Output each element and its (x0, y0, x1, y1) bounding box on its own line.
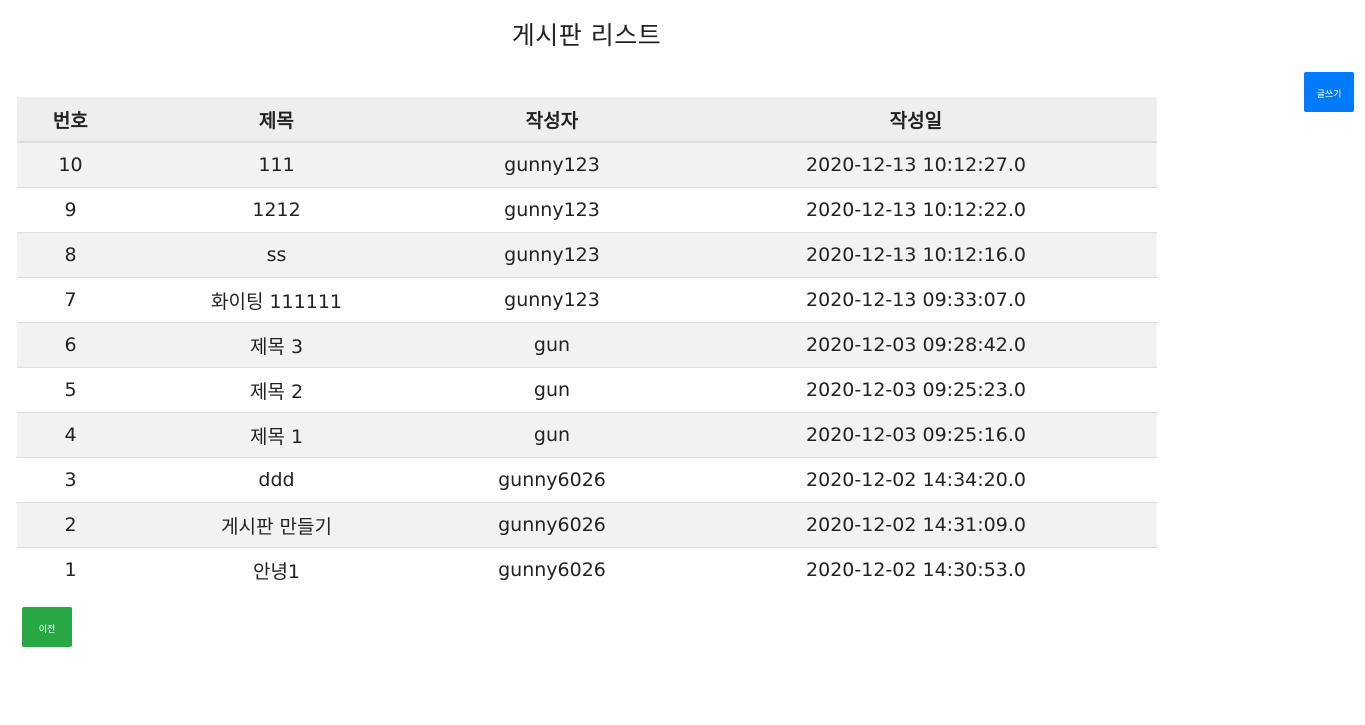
cell-author: gunny123 (429, 277, 675, 323)
header-number: 번호 (17, 97, 124, 143)
cell-title-link[interactable]: 화이팅 111111 (124, 277, 429, 323)
cell-date: 2020-12-13 10:12:16.0 (675, 232, 1157, 278)
cell-title-link[interactable]: 111 (124, 141, 429, 188)
cell-number: 4 (17, 412, 124, 458)
board-table: 번호 제목 작성자 작성일 10 111 gunny123 2020-12-13… (17, 97, 1157, 592)
cell-number: 6 (17, 322, 124, 368)
table-row[interactable]: 1 안녕1 gunny6026 2020-12-02 14:30:53.0 (17, 547, 1157, 592)
prev-page-button[interactable]: 이전 (22, 607, 72, 647)
header-date: 작성일 (675, 97, 1157, 143)
cell-date: 2020-12-03 09:28:42.0 (675, 322, 1157, 368)
header-author: 작성자 (429, 97, 675, 143)
table-row[interactable]: 7 화이팅 111111 gunny123 2020-12-13 09:33:0… (17, 277, 1157, 323)
cell-date: 2020-12-13 10:12:27.0 (675, 141, 1157, 188)
cell-date: 2020-12-02 14:34:20.0 (675, 457, 1157, 503)
cell-title-link[interactable]: ddd (124, 457, 429, 503)
table-row[interactable]: 6 제목 3 gun 2020-12-03 09:28:42.0 (17, 322, 1157, 368)
cell-date: 2020-12-03 09:25:16.0 (675, 412, 1157, 458)
cell-title-link[interactable]: 안녕1 (124, 547, 429, 592)
cell-number: 10 (17, 141, 124, 188)
cell-author: gunny123 (429, 187, 675, 233)
header-title: 제목 (124, 97, 429, 143)
cell-author: gun (429, 367, 675, 413)
table-row[interactable]: 8 ss gunny123 2020-12-13 10:12:16.0 (17, 232, 1157, 278)
cell-date: 2020-12-02 14:30:53.0 (675, 547, 1157, 592)
cell-number: 8 (17, 232, 124, 278)
cell-number: 7 (17, 277, 124, 323)
table-row[interactable]: 4 제목 1 gun 2020-12-03 09:25:16.0 (17, 412, 1157, 458)
table-row[interactable]: 5 제목 2 gun 2020-12-03 09:25:23.0 (17, 367, 1157, 413)
cell-title-link[interactable]: 게시판 만들기 (124, 502, 429, 548)
cell-date: 2020-12-13 10:12:22.0 (675, 187, 1157, 233)
cell-author: gunny6026 (429, 502, 675, 548)
cell-number: 2 (17, 502, 124, 548)
cell-title-link[interactable]: 1212 (124, 187, 429, 233)
table-header-row: 번호 제목 작성자 작성일 (17, 97, 1157, 143)
table-header: 번호 제목 작성자 작성일 (17, 97, 1157, 143)
cell-date: 2020-12-13 09:33:07.0 (675, 277, 1157, 323)
table-body: 10 111 gunny123 2020-12-13 10:12:27.0 9 … (17, 141, 1157, 592)
table-row[interactable]: 10 111 gunny123 2020-12-13 10:12:27.0 (17, 141, 1157, 188)
cell-author: gunny123 (429, 141, 675, 188)
cell-author: gunny6026 (429, 457, 675, 503)
cell-author: gun (429, 412, 675, 458)
cell-title-link[interactable]: ss (124, 232, 429, 278)
cell-author: gunny123 (429, 232, 675, 278)
write-post-button[interactable]: 글쓰기 (1304, 72, 1354, 112)
cell-author: gun (429, 322, 675, 368)
cell-author: gunny6026 (429, 547, 675, 592)
cell-date: 2020-12-03 09:25:23.0 (675, 367, 1157, 413)
cell-number: 5 (17, 367, 124, 413)
table-row[interactable]: 9 1212 gunny123 2020-12-13 10:12:22.0 (17, 187, 1157, 233)
table-row[interactable]: 2 게시판 만들기 gunny6026 2020-12-02 14:31:09.… (17, 502, 1157, 548)
page-title: 게시판 리스트 (511, 21, 662, 50)
cell-title-link[interactable]: 제목 2 (124, 367, 429, 413)
cell-title-link[interactable]: 제목 3 (124, 322, 429, 368)
cell-title-link[interactable]: 제목 1 (124, 412, 429, 458)
cell-number: 9 (17, 187, 124, 233)
cell-number: 3 (17, 457, 124, 503)
cell-date: 2020-12-02 14:31:09.0 (675, 502, 1157, 548)
cell-number: 1 (17, 547, 124, 592)
table-row[interactable]: 3 ddd gunny6026 2020-12-02 14:34:20.0 (17, 457, 1157, 503)
